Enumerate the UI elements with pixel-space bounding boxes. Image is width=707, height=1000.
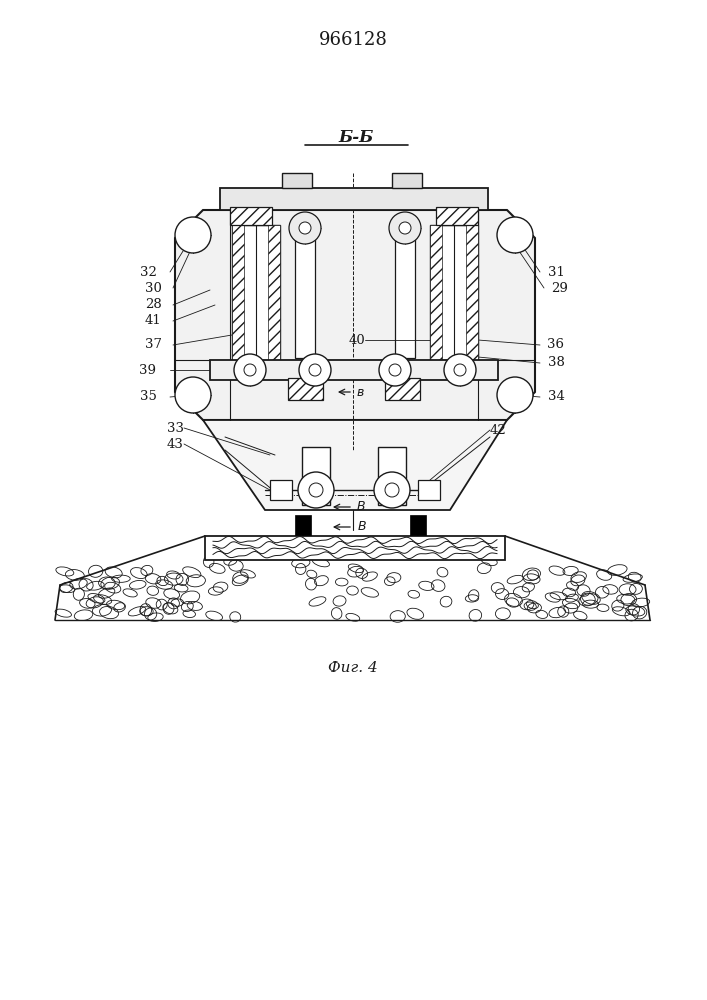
Circle shape: [379, 354, 411, 386]
Circle shape: [234, 354, 266, 386]
Text: 40: 40: [349, 334, 366, 347]
Circle shape: [175, 217, 211, 253]
Bar: [385, 378, 420, 400]
Text: 41: 41: [145, 314, 161, 328]
Circle shape: [175, 377, 211, 413]
Text: 29: 29: [551, 282, 568, 294]
Circle shape: [385, 483, 399, 497]
Bar: [430, 225, 442, 360]
Text: 31: 31: [547, 265, 564, 278]
Text: в: в: [357, 385, 364, 398]
Circle shape: [389, 364, 401, 376]
Circle shape: [289, 212, 321, 244]
Text: В: В: [357, 500, 366, 514]
Bar: [302, 447, 330, 505]
Bar: [430, 225, 478, 360]
Text: 35: 35: [139, 390, 156, 403]
Bar: [436, 207, 478, 225]
Text: В: В: [358, 520, 367, 534]
Text: 28: 28: [145, 298, 161, 312]
Text: Фиг. 4: Фиг. 4: [328, 661, 378, 675]
Text: 39: 39: [139, 363, 156, 376]
Polygon shape: [203, 420, 507, 510]
Circle shape: [299, 354, 331, 386]
Bar: [232, 225, 244, 360]
Bar: [282, 173, 312, 188]
Bar: [220, 188, 488, 210]
Circle shape: [497, 217, 533, 253]
Bar: [232, 225, 280, 360]
Bar: [295, 228, 315, 358]
Bar: [288, 378, 323, 400]
Bar: [466, 225, 478, 360]
Circle shape: [374, 472, 410, 508]
Text: 30: 30: [144, 282, 161, 294]
Bar: [395, 228, 415, 358]
Text: 33: 33: [167, 422, 184, 434]
Bar: [270, 480, 292, 500]
Circle shape: [454, 364, 466, 376]
Bar: [378, 447, 406, 505]
Circle shape: [399, 222, 411, 234]
Text: 34: 34: [547, 390, 564, 403]
Text: 38: 38: [547, 357, 564, 369]
Bar: [295, 515, 311, 535]
Bar: [418, 480, 440, 500]
Circle shape: [244, 364, 256, 376]
Polygon shape: [175, 210, 535, 420]
Bar: [205, 536, 505, 560]
Text: 37: 37: [144, 338, 161, 352]
Circle shape: [309, 364, 321, 376]
Bar: [230, 207, 272, 225]
Circle shape: [389, 212, 421, 244]
Text: Б-Б: Б-Б: [339, 129, 374, 146]
Circle shape: [299, 222, 311, 234]
Text: 43: 43: [167, 438, 183, 450]
Circle shape: [497, 377, 533, 413]
Text: 36: 36: [547, 338, 564, 352]
Bar: [410, 515, 426, 535]
Bar: [392, 173, 422, 188]
Text: 966128: 966128: [319, 31, 387, 49]
Circle shape: [444, 354, 476, 386]
Text: 32: 32: [139, 265, 156, 278]
Circle shape: [298, 472, 334, 508]
Bar: [210, 360, 498, 380]
Bar: [268, 225, 280, 360]
Circle shape: [309, 483, 323, 497]
Text: 42: 42: [490, 424, 506, 436]
